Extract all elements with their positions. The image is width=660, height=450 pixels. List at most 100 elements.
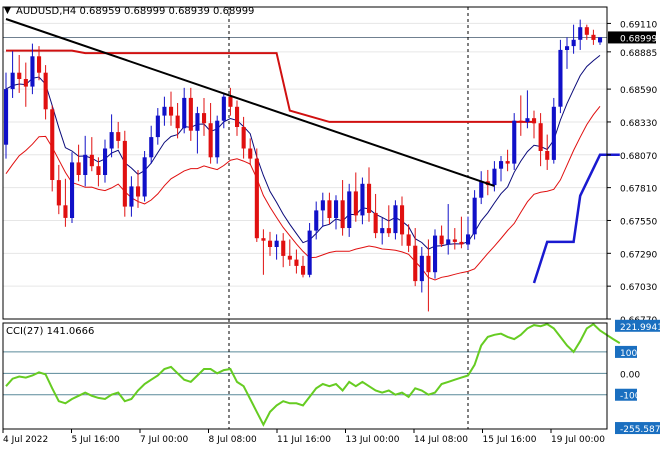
candle-down — [538, 123, 543, 151]
candle-down — [37, 56, 42, 73]
candle-down — [532, 118, 537, 124]
candle-down — [89, 154, 94, 167]
price-tick-label: 0.67030 — [620, 283, 657, 293]
candle-down — [136, 186, 141, 197]
price-tick-label: 0.68070 — [620, 152, 657, 162]
cci-indicator — [5, 322, 621, 427]
candle-down — [400, 205, 405, 235]
candle-up — [565, 46, 570, 50]
candle-down — [116, 132, 121, 141]
candle-up — [525, 118, 530, 122]
candle-up — [598, 37, 603, 43]
trendline — [5, 18, 495, 187]
candle-down — [459, 241, 464, 245]
candle-up — [195, 113, 200, 131]
candle-up — [142, 157, 147, 197]
candle-up — [334, 200, 339, 218]
candle-up — [129, 186, 134, 207]
candle-down — [439, 235, 444, 245]
current-price-label: 0.68999 — [620, 34, 657, 44]
candle-up — [221, 96, 226, 121]
candle-up — [479, 181, 484, 198]
candle-down — [254, 158, 259, 239]
candle-up — [109, 132, 114, 149]
cci-panel-frame — [2, 322, 608, 430]
candle-down — [373, 212, 378, 234]
candle-up — [215, 120, 220, 158]
candle-up — [472, 197, 477, 235]
candle-down — [188, 97, 193, 131]
candle-down — [76, 162, 81, 175]
candle-down — [406, 234, 411, 246]
current-price-tag — [608, 31, 656, 44]
candle-up — [274, 240, 279, 247]
candle-up — [83, 154, 88, 175]
candle-up — [4, 89, 9, 145]
channel-polyline — [6, 49, 534, 123]
price-panel-frame — [2, 6, 608, 320]
trendline-segment — [5, 18, 495, 187]
candle-down — [56, 180, 61, 206]
chart-title: AUDUSD,H4 0.68959 0.68999 0.68939 0.6899… — [16, 6, 254, 17]
price-tick-label: 0.68885 — [620, 49, 657, 59]
candle-down — [241, 127, 246, 149]
candle-up — [551, 106, 556, 160]
candle-down — [122, 140, 127, 207]
time-tick-label: 13 Jul 00:00 — [346, 435, 400, 445]
candle-up — [558, 49, 563, 107]
cci-grid — [3, 351, 607, 396]
candle-down — [281, 240, 286, 256]
candle-up — [307, 230, 312, 275]
time-tick-label: 15 Jul 16:00 — [483, 435, 537, 445]
candle-up — [380, 228, 385, 234]
candle-down — [301, 265, 306, 275]
cci-level-tag — [615, 319, 660, 332]
time-tick-label: 11 Jul 16:00 — [277, 435, 331, 445]
cci-line — [5, 322, 621, 427]
time-tick-label: 7 Jul 00:00 — [140, 435, 189, 445]
candle-up — [466, 234, 471, 245]
time-tick-label: 8 Jul 08:00 — [209, 435, 258, 445]
candle-up — [103, 148, 108, 175]
candle-down — [208, 123, 213, 158]
candle-down — [327, 200, 332, 218]
chart-header: ▼ AUDUSD,H4 0.68959 0.68999 0.68939 0.68… — [4, 6, 254, 17]
candle-down — [261, 238, 266, 241]
price-tick-label: 0.67290 — [620, 250, 657, 260]
cci-title: CCI(27) 141.0666 — [6, 326, 94, 337]
candle-down — [17, 72, 22, 79]
time-tick-label: 5 Jul 16:00 — [72, 435, 121, 445]
axes-frame — [2, 6, 608, 430]
candle-up — [419, 255, 424, 282]
candle-down — [340, 200, 345, 229]
slow-moving-average — [5, 105, 601, 281]
candle-down — [268, 240, 273, 247]
cci-level-label: 221.9941 — [620, 323, 660, 333]
cci-level-tag — [615, 388, 637, 401]
time-axis-labels: 4 Jul 2022 5 Jul 16:00 7 Jul 00:00 8 Jul 08… — [2, 429, 605, 445]
candle-up — [149, 137, 154, 158]
stop-line — [532, 153, 620, 284]
candle-down — [584, 27, 589, 35]
candle-down — [367, 183, 372, 213]
candle-down — [413, 245, 418, 282]
candle-up — [162, 106, 167, 116]
candle-down — [202, 113, 207, 124]
candle-up — [393, 205, 398, 234]
candle-up — [314, 210, 319, 231]
price-tick-label: 0.67810 — [620, 185, 657, 195]
candle-down — [353, 191, 358, 216]
price-tick-label: 0.67550 — [620, 217, 657, 227]
candle-down — [228, 96, 233, 107]
price-tick-label: 0.68330 — [620, 119, 657, 129]
time-tick-label: 4 Jul 2022 — [3, 435, 48, 445]
candle-up — [499, 161, 504, 169]
candle-down — [545, 151, 550, 160]
candlesticks — [4, 19, 603, 312]
candle-down — [294, 259, 299, 266]
cci-level-label: -100 — [620, 392, 641, 402]
